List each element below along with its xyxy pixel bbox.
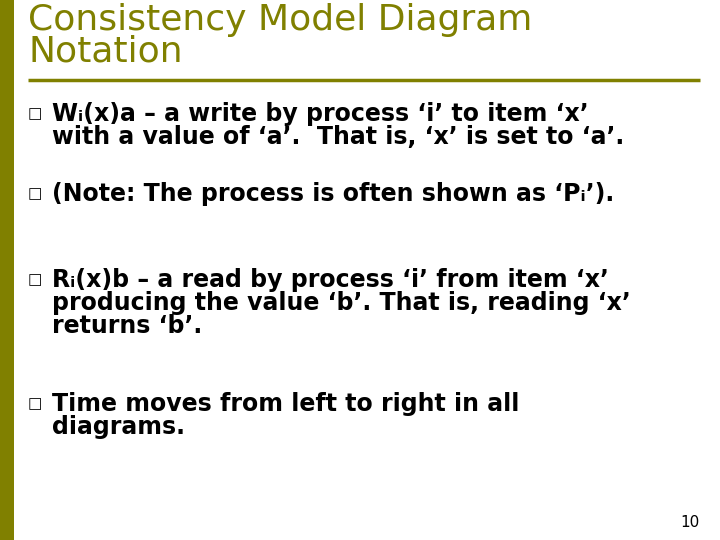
Bar [0,0,14,540]
Text: diagrams.: diagrams. [52,415,185,439]
Text: 10: 10 [680,515,700,530]
Text: □: □ [28,106,42,121]
Text: Wᵢ(x)a – a write by process ‘i’ to item ‘x’: Wᵢ(x)a – a write by process ‘i’ to item … [52,102,589,126]
Text: Consistency Model Diagram: Consistency Model Diagram [28,3,532,37]
Text: □: □ [28,272,42,287]
Text: □: □ [28,396,42,411]
Text: with a value of ‘a’.  That is, ‘x’ is set to ‘a’.: with a value of ‘a’. That is, ‘x’ is set… [52,125,624,149]
Text: (Note: The process is often shown as ‘Pᵢ’).: (Note: The process is often shown as ‘Pᵢ… [52,182,614,206]
Text: Rᵢ(x)b – a read by process ‘i’ from item ‘x’: Rᵢ(x)b – a read by process ‘i’ from item… [52,268,609,292]
Text: returns ‘b’.: returns ‘b’. [52,314,202,338]
Text: Time moves from left to right in all: Time moves from left to right in all [52,392,519,416]
Text: Notation: Notation [28,34,183,68]
Text: producing the value ‘b’. That is, reading ‘x’: producing the value ‘b’. That is, readin… [52,291,631,315]
Text: □: □ [28,186,42,201]
